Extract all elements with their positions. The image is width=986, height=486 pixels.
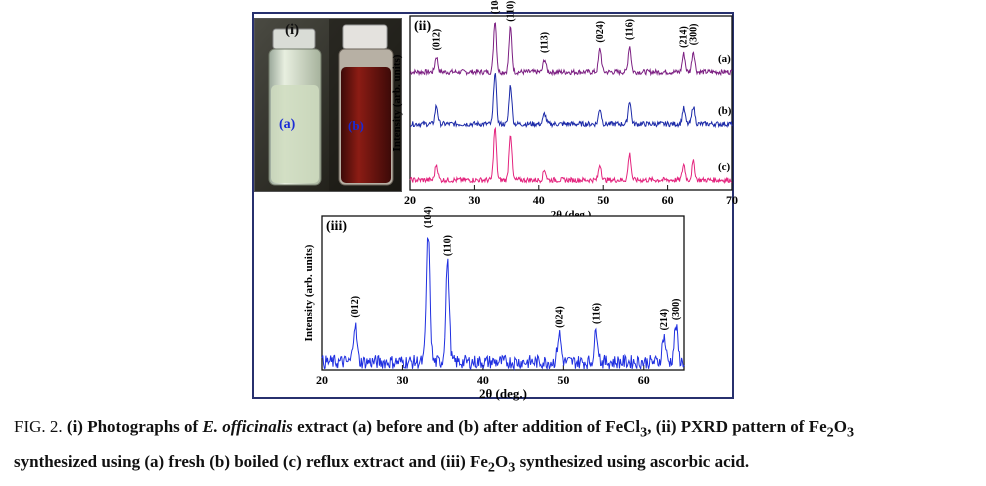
peak-annotation: (300): [671, 298, 682, 320]
y-axis-label: Intensity (arb. units): [303, 244, 315, 341]
pxrd-plot-iii: (iii) 20 30 40 50 60 2θ (deg.) Intensity (arb. …: [303, 206, 685, 401]
caption-species: E. officinalis: [202, 417, 293, 436]
caption-text: (i) Photographs of: [66, 417, 199, 436]
peak-annotation: (104): [490, 0, 501, 14]
peak-annotation: (116): [625, 19, 636, 40]
series-label: (c): [718, 161, 731, 173]
plot-area: [409, 15, 733, 191]
caption-text: extract (a) before and (b) after additio…: [297, 417, 641, 436]
plot-area: [321, 215, 685, 371]
caption-text: O: [833, 417, 847, 436]
caption-line-1: FIG. 2. (i) Photographs of E. officinali…: [14, 412, 974, 447]
series-line: [409, 126, 733, 185]
panel-label: (ii): [414, 19, 431, 34]
vial-a-label: (a): [279, 117, 296, 132]
x-tick-label: 40: [533, 193, 545, 207]
peak-annotation: (300): [688, 24, 699, 46]
x-tick-label: 60: [662, 193, 674, 207]
caption-subscript: 3: [846, 424, 855, 441]
series-label: (b): [718, 105, 732, 117]
x-tick-label: 40: [477, 373, 489, 387]
x-tick-label: 70: [726, 193, 738, 207]
peak-annotation: (024): [595, 21, 606, 43]
vial-b-liquid: [341, 67, 391, 183]
series-line: [409, 73, 733, 129]
x-tick-label: 30: [396, 373, 408, 387]
vials-photo: (i) (a) (b): [254, 18, 402, 192]
x-tick-label: 20: [316, 373, 328, 387]
peak-annotation: (214): [679, 26, 690, 48]
series-line: [321, 236, 685, 371]
caption-subscript: 3: [640, 424, 648, 441]
figure-frame: [252, 12, 734, 399]
peak-annotation: (012): [431, 29, 442, 51]
caption-subscript: 3: [508, 459, 516, 476]
caption-text: , (ii) PXRD pattern of Fe: [647, 417, 827, 436]
vial-a-liquid: [271, 85, 319, 183]
vial-b-label: (b): [348, 118, 364, 133]
panel-label: (iii): [326, 219, 347, 234]
x-tick-label: 20: [404, 193, 416, 207]
x-tick-label: 30: [468, 193, 480, 207]
x-tick-label: 50: [557, 373, 569, 387]
series-line: [409, 22, 733, 77]
caption-text: O: [495, 452, 509, 472]
peak-annotation: (214): [659, 309, 670, 331]
caption-text: synthesized using ascorbic acid.: [515, 452, 750, 472]
figure-caption: FIG. 2. (i) Photographs of E. officinali…: [14, 412, 974, 483]
x-tick-label: 60: [638, 373, 650, 387]
caption-line-2: synthesized using (a) fresh (b) boiled (…: [14, 447, 974, 482]
peak-annotation: (024): [554, 306, 565, 328]
peak-annotation: (113): [540, 32, 551, 53]
y-axis-label: Intensity (arb. units): [391, 54, 403, 151]
peak-annotation: (116): [591, 303, 602, 324]
vials-illustration: [255, 19, 401, 191]
series-label: (a): [718, 53, 731, 65]
caption-subscript: 2: [487, 459, 495, 476]
panel-i-label: (i): [285, 22, 300, 38]
peak-annotation: (104): [423, 206, 434, 228]
x-axis-label: 2θ (deg.): [479, 386, 527, 401]
caption-fig-number: FIG. 2.: [14, 417, 63, 436]
x-tick-label: 50: [597, 193, 609, 207]
peak-annotation: (012): [350, 296, 361, 318]
caption-text: synthesized using (a) fresh (b) boiled (…: [14, 452, 488, 472]
peak-annotation: (110): [442, 235, 453, 256]
caption-subscript: 2: [826, 424, 834, 441]
peak-annotation: (110): [505, 1, 516, 22]
